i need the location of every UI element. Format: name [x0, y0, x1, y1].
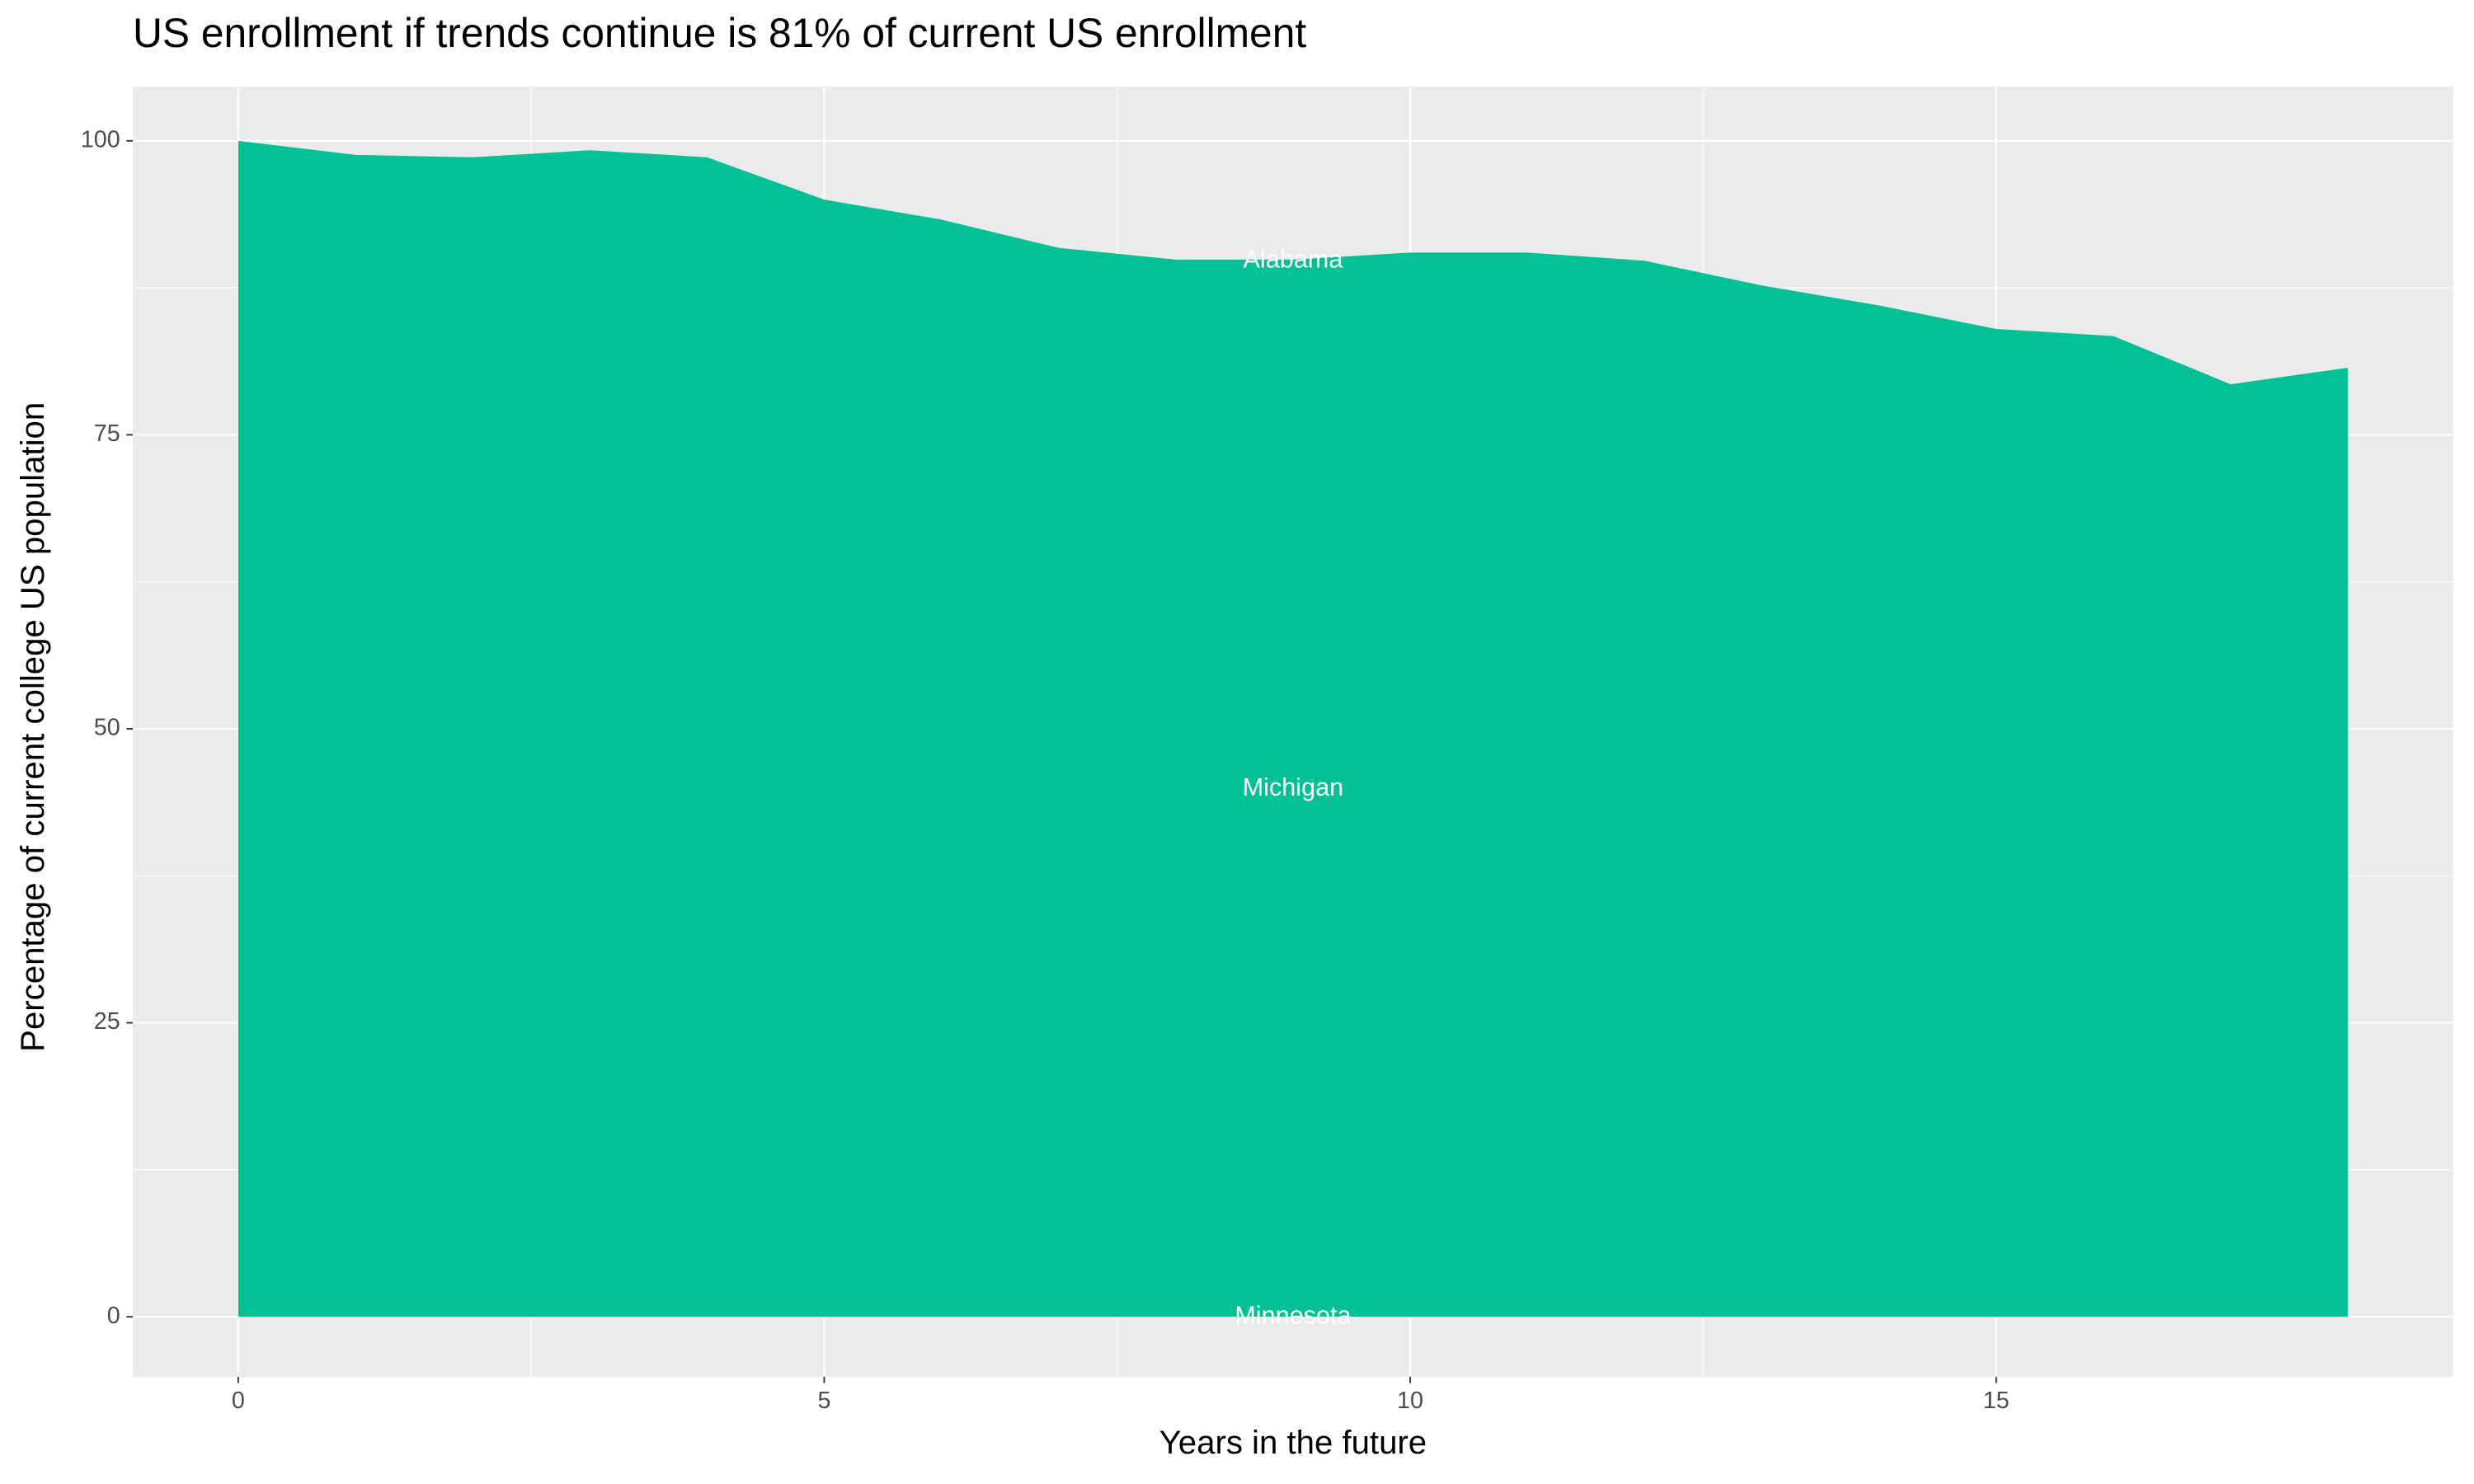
annotation: Michigan: [1243, 773, 1343, 801]
y-tick-label: 0: [107, 1303, 120, 1329]
annotation: Minnesota: [1235, 1301, 1352, 1329]
x-tick-label: 0: [232, 1388, 245, 1414]
x-axis-title: Years in the future: [1159, 1424, 1427, 1461]
x-tick-label: 10: [1397, 1388, 1423, 1414]
x-tick-label: 15: [1983, 1388, 2010, 1414]
annotation: Alabama: [1244, 245, 1344, 273]
x-tick-label: 5: [817, 1388, 830, 1414]
labels: 0 5 10 15 0 25 50 75 100: [81, 126, 2010, 1414]
y-tick-label: 50: [94, 715, 120, 741]
marks: Alabama Michigan Minnesota: [238, 140, 2348, 1329]
y-axis-title: Percentage of current college US populat…: [14, 402, 51, 1052]
y-tick-label: 100: [81, 126, 120, 153]
area: [238, 140, 2348, 1317]
y-tick-label: 25: [94, 1008, 120, 1035]
chart-title: US enrollment if trends continue is 81% …: [133, 10, 1306, 56]
y-tick-label: 75: [94, 420, 120, 447]
